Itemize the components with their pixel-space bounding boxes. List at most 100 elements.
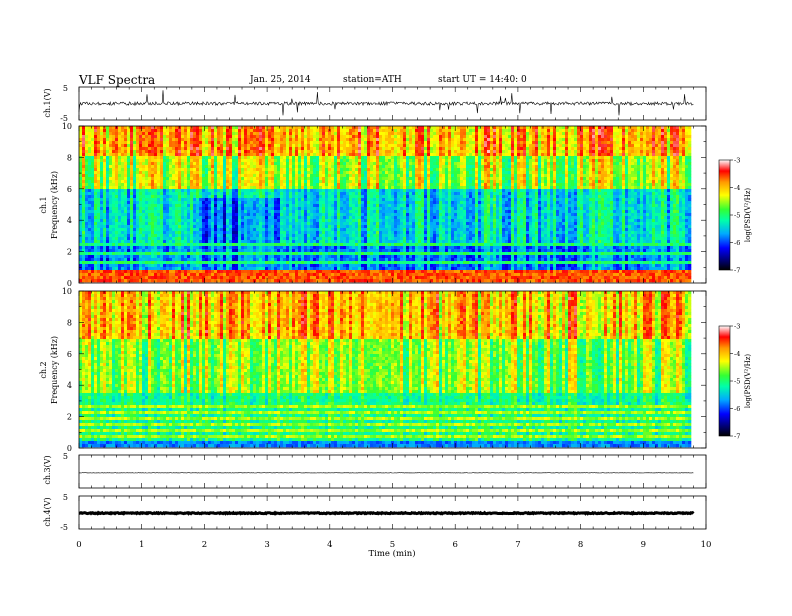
heatmap-cell bbox=[136, 189, 139, 192]
heatmap-cell bbox=[277, 153, 280, 156]
heatmap-cell bbox=[118, 279, 121, 282]
heatmap-cell bbox=[226, 270, 229, 273]
heatmap-cell bbox=[337, 243, 340, 246]
heatmap-cell bbox=[178, 234, 181, 237]
heatmap-cell bbox=[340, 228, 343, 231]
heatmap-cell bbox=[145, 228, 148, 231]
heatmap-cell bbox=[298, 141, 301, 144]
heatmap-cell bbox=[319, 234, 322, 237]
heatmap-cell bbox=[334, 135, 337, 138]
heatmap-cell bbox=[238, 252, 241, 255]
heatmap-cell bbox=[271, 183, 274, 186]
heatmap-cell bbox=[103, 162, 106, 165]
heatmap-cell bbox=[304, 267, 307, 270]
heatmap-cell bbox=[256, 222, 259, 225]
heatmap-cell bbox=[289, 255, 292, 258]
heatmap-cell bbox=[142, 192, 145, 195]
heatmap-cell bbox=[142, 195, 145, 198]
heatmap-cell bbox=[91, 276, 94, 279]
heatmap-cell bbox=[211, 147, 214, 150]
heatmap-cell bbox=[139, 165, 142, 168]
heatmap-cell bbox=[325, 150, 328, 153]
heatmap-cell bbox=[193, 243, 196, 246]
heatmap-cell bbox=[325, 231, 328, 234]
heatmap-cell bbox=[295, 192, 298, 195]
heatmap-cell bbox=[118, 198, 121, 201]
heatmap-cell bbox=[94, 195, 97, 198]
heatmap-cell bbox=[199, 141, 202, 144]
heatmap-cell bbox=[355, 258, 358, 261]
heatmap-cell bbox=[307, 204, 310, 207]
heatmap-cell bbox=[301, 195, 304, 198]
heatmap-cell bbox=[166, 129, 169, 132]
heatmap-cell bbox=[256, 129, 259, 132]
heatmap-cell bbox=[262, 198, 265, 201]
heatmap-cell bbox=[112, 276, 115, 279]
heatmap-cell bbox=[238, 153, 241, 156]
heatmap-cell bbox=[199, 165, 202, 168]
heatmap-cell bbox=[163, 138, 166, 141]
heatmap-cell bbox=[181, 198, 184, 201]
heatmap-cell bbox=[286, 162, 289, 165]
heatmap-cell bbox=[145, 225, 148, 228]
heatmap-cell bbox=[346, 183, 349, 186]
heatmap-cell bbox=[196, 138, 199, 141]
heatmap-cell bbox=[307, 237, 310, 240]
heatmap-cell bbox=[289, 195, 292, 198]
heatmap-cell bbox=[223, 261, 226, 264]
heatmap-cell bbox=[211, 126, 214, 129]
heatmap-cell bbox=[241, 225, 244, 228]
heatmap-cell bbox=[358, 216, 361, 219]
heatmap-cell bbox=[289, 168, 292, 171]
heatmap-cell bbox=[289, 198, 292, 201]
heatmap-cell bbox=[118, 174, 121, 177]
heatmap-cell bbox=[160, 246, 163, 249]
heatmap-cell bbox=[262, 138, 265, 141]
heatmap-cell bbox=[172, 201, 175, 204]
heatmap-cell bbox=[202, 192, 205, 195]
heatmap-cell bbox=[223, 222, 226, 225]
heatmap-cell bbox=[205, 246, 208, 249]
heatmap-cell bbox=[217, 126, 220, 129]
heatmap-cell bbox=[259, 204, 262, 207]
heatmap-cell bbox=[199, 264, 202, 267]
heatmap-cell bbox=[187, 225, 190, 228]
heatmap-cell bbox=[172, 225, 175, 228]
heatmap-cell bbox=[310, 186, 313, 189]
heatmap-cell bbox=[160, 213, 163, 216]
heatmap-cell bbox=[220, 273, 223, 276]
heatmap-cell bbox=[289, 219, 292, 222]
heatmap-cell bbox=[199, 156, 202, 159]
heatmap-cell bbox=[355, 129, 358, 132]
heatmap-cell bbox=[349, 192, 352, 195]
heatmap-cell bbox=[175, 225, 178, 228]
heatmap-cell bbox=[154, 177, 157, 180]
heatmap-cell bbox=[274, 201, 277, 204]
heatmap-cell bbox=[154, 129, 157, 132]
heatmap-cell bbox=[106, 162, 109, 165]
heatmap-cell bbox=[334, 249, 337, 252]
heatmap-cell bbox=[232, 156, 235, 159]
heatmap-cell bbox=[235, 267, 238, 270]
heatmap-cell bbox=[148, 192, 151, 195]
heatmap-cell bbox=[202, 156, 205, 159]
heatmap-cell bbox=[286, 258, 289, 261]
heatmap-cell bbox=[301, 219, 304, 222]
heatmap-cell bbox=[196, 153, 199, 156]
heatmap-cell bbox=[220, 267, 223, 270]
heatmap-cell bbox=[190, 183, 193, 186]
heatmap-cell bbox=[322, 213, 325, 216]
heatmap-cell bbox=[118, 153, 121, 156]
heatmap-cell bbox=[283, 210, 286, 213]
heatmap-cell bbox=[244, 183, 247, 186]
heatmap-cell bbox=[157, 273, 160, 276]
heatmap-cell bbox=[127, 201, 130, 204]
heatmap-cell bbox=[109, 249, 112, 252]
heatmap-cell bbox=[286, 273, 289, 276]
heatmap-cell bbox=[91, 249, 94, 252]
heatmap-cell bbox=[268, 138, 271, 141]
heatmap-cell bbox=[97, 183, 100, 186]
heatmap-cell bbox=[142, 135, 145, 138]
heatmap-cell bbox=[352, 207, 355, 210]
heatmap-cell bbox=[127, 222, 130, 225]
